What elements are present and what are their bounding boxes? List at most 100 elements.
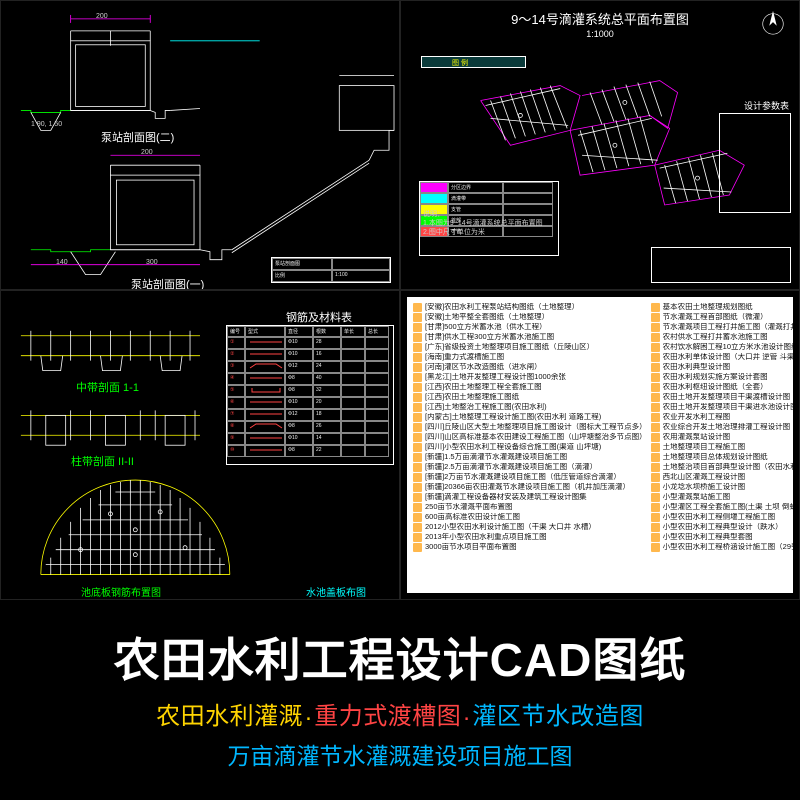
folder-item[interactable]: [新疆]2万亩节水灌溉建设项目施工图（低压管道综合滴灌）: [413, 473, 647, 482]
folder-icon: [413, 303, 422, 312]
subtitle-1: 农田水利灌溉. 重力式渡槽图. 灌区节水改造图: [156, 696, 644, 731]
folder-item[interactable]: 农业开发水利工程图: [651, 413, 793, 422]
folder-item[interactable]: [江西]土地整治工程施工图(农田水利): [413, 403, 647, 412]
folder-icon: [651, 513, 660, 522]
folder-item[interactable]: [甘肃]供水工程300立方米蓄水池施工图: [413, 333, 647, 342]
folder-label: 农业开发水利工程图: [663, 413, 731, 422]
folder-item[interactable]: 2012小型农田水利设计施工图（干渠 大口井 水槽）: [413, 523, 647, 532]
folder-item[interactable]: 农田水利单体设计图（大口井 逆管 斗渠 ）: [651, 353, 793, 362]
dim-label: 300: [146, 259, 158, 266]
folder-item[interactable]: 农田土地开发整理项目干渠渡槽设计图: [651, 393, 793, 402]
dim-label: 200: [141, 149, 153, 156]
folder-icon: [413, 353, 422, 362]
cad-panel-irrigation-plan: 9～14号滴灌系统总平面布置图 1:1000: [400, 0, 800, 290]
folder-label: 农田水利规划实施方案设计套图: [663, 373, 768, 382]
folder-label: [河南]灌区节水改造图纸（进水闸）: [425, 363, 542, 372]
folder-item[interactable]: [新疆]滴灌工程设备器材安装及建筑工程设计图集: [413, 493, 647, 502]
folder-item[interactable]: 2013年小型农田水利重点项目施工图: [413, 533, 647, 542]
folder-item[interactable]: 节水灌溉工程首部图纸（微灌）: [651, 313, 793, 322]
folder-item[interactable]: 农村供水工程打井蓄水池施工图: [651, 333, 793, 342]
main-title: 农田水利工程设计CAD图纸: [114, 624, 687, 690]
folder-item[interactable]: [新疆]20366亩农田灌溉节水建设项目施工图（机井加压滴灌）: [413, 483, 647, 492]
folder-icon: [413, 483, 422, 492]
folder-label: [江西]土地整治工程施工图(农田水利): [425, 403, 547, 412]
folder-item[interactable]: [新疆]1.5万亩滴灌节水灌溉建设项目施工图: [413, 453, 647, 462]
folder-label: 农田水利枢纽设计图纸（全套）: [663, 383, 768, 392]
folder-item[interactable]: [甘肃]500立方米蓄水池（供水工程）: [413, 323, 647, 332]
folder-label: 土地整治项目首部典型设计图（农田水利 生产道）: [663, 463, 793, 472]
folder-item[interactable]: 农田土地开发整理项目干渠进水池设计图: [651, 403, 793, 412]
folder-label: 农田土地开发整理项目干渠渡槽设计图: [663, 393, 791, 402]
folder-label: [海南]重力式渡槽施工图: [425, 353, 504, 362]
folder-label: [黑龙江]土地开发整理工程设计图1000余张: [425, 373, 566, 382]
folder-icon: [413, 393, 422, 402]
folder-icon: [651, 453, 660, 462]
folder-item[interactable]: 土地整治项目首部典型设计图（农田水利 生产道）: [651, 463, 793, 472]
folder-item[interactable]: [四川]山区高标准基本农田建设工程施工图（山坪塘整治多节点图）: [413, 433, 647, 442]
folder-icon: [413, 473, 422, 482]
folder-item[interactable]: 农田水利枢纽设计图纸（全套）: [651, 383, 793, 392]
folder-icon: [651, 353, 660, 362]
folder-item[interactable]: [海南]重力式渡槽施工图: [413, 353, 647, 362]
folder-item[interactable]: 小型农田水利工程典型套图: [651, 533, 793, 542]
folder-icon: [413, 323, 422, 332]
folder-item[interactable]: 农用灌溉泵站设计图: [651, 433, 793, 442]
folder-item[interactable]: 土地整理项目工程施工图: [651, 443, 793, 452]
folder-icon: [651, 543, 660, 552]
folder-item[interactable]: 小型灌区工程全套施工图(土渠 土坝 倒虹吸): [651, 503, 793, 512]
folder-item[interactable]: 基本农田土地整理规划图纸: [651, 303, 793, 312]
folder-item[interactable]: [安徽]土地平整全套图纸（土地整理）: [413, 313, 647, 322]
folder-item[interactable]: [安徽]农田水利工程泵站结构图纸（土地整理）: [413, 303, 647, 312]
folder-label: 2012小型农田水利设计施工图（干渠 大口井 水槽）: [425, 523, 596, 532]
folder-label: 农田水利典型设计图: [663, 363, 731, 372]
folder-icon: [413, 363, 422, 372]
folder-item[interactable]: 小型农田水利工程桥涵设计施工图（29张）: [651, 543, 793, 552]
folder-item[interactable]: 农村饮水解困工程10立方米水池设计图纸: [651, 343, 793, 352]
folder-item[interactable]: 小龙埝水坝桥施工设计图: [651, 483, 793, 492]
param-table-title: 设计参数表: [744, 99, 789, 112]
file-list: [安徽]农田水利工程泵站结构图纸（土地整理）[安徽]土地平整全套图纸（土地整理）…: [407, 297, 793, 593]
folder-label: [内蒙古]土地整理工程设计施工图(农田水利 道路工程): [425, 413, 601, 422]
folder-item[interactable]: 小型农田水利工程典型设计（跌水）: [651, 523, 793, 532]
folder-icon: [651, 343, 660, 352]
folder-label: [安徽]农田水利工程泵站结构图纸（土地整理）: [425, 303, 579, 312]
folder-item[interactable]: [内蒙古]土地整理工程设计施工图(农田水利 道路工程): [413, 413, 647, 422]
folder-item[interactable]: 农田水利规划实施方案设计套图: [651, 373, 793, 382]
folder-label: [安徽]土地平整全套图纸（土地整理）: [425, 313, 549, 322]
folder-label: [甘肃]供水工程300立方米蓄水池施工图: [425, 333, 554, 342]
folder-item[interactable]: 西北山区灌溉工程设计图: [651, 473, 793, 482]
folder-item[interactable]: 农业综合开发土地治理排灌工程设计图: [651, 423, 793, 432]
folder-item[interactable]: 土地整理项目总体规划设计图纸: [651, 453, 793, 462]
subtitle-2: 万亩滴灌节水灌溉建设项目施工图: [228, 737, 573, 771]
folder-item[interactable]: 小型灌溉泵站施工图: [651, 493, 793, 502]
folder-icon: [413, 443, 422, 452]
folder-label: [新疆]2.5万亩滴灌节水灌溉建设项目施工图（滴灌）: [425, 463, 597, 472]
folder-item[interactable]: [江西]农田土地整理施工图纸: [413, 393, 647, 402]
folder-item[interactable]: 3000亩节水项目平面布置图: [413, 543, 647, 552]
folder-item[interactable]: [江西]农田土地整理工程全套施工图: [413, 383, 647, 392]
folder-icon: [413, 423, 422, 432]
folder-item[interactable]: 节水灌溉项目工程打井施工图（灌溉打井微灌）: [651, 323, 793, 332]
folder-icon: [413, 513, 422, 522]
folder-label: [江西]农田土地整理工程全套施工图: [425, 383, 542, 392]
file-column-left: [安徽]农田水利工程泵站结构图纸（土地整理）[安徽]土地平整全套图纸（土地整理）…: [413, 303, 647, 587]
folder-icon: [413, 503, 422, 512]
folder-item[interactable]: 250亩节水灌溉平面布置图: [413, 503, 647, 512]
folder-icon: [651, 313, 660, 322]
folder-item[interactable]: [广东]省级投资土地整理项目施工图纸（丘陵山区）: [413, 343, 647, 352]
section-1-1-label: 中带剖面 1-1: [76, 379, 139, 395]
file-list-panel: [安徽]农田水利工程泵站结构图纸（土地整理）[安徽]土地平整全套图纸（土地整理）…: [400, 290, 800, 600]
section-label-2: 泵站剖面图(二): [101, 129, 174, 145]
folder-label: [新疆]20366亩农田灌溉节水建设项目施工图（机井加压滴灌）: [425, 483, 630, 492]
folder-item[interactable]: 农田水利典型设计图: [651, 363, 793, 372]
folder-item[interactable]: [黑龙江]土地开发整理工程设计图1000余张: [413, 373, 647, 382]
folder-item[interactable]: 小型农田水利工程侧堰工程施工图: [651, 513, 793, 522]
folder-item[interactable]: [新疆]2.5万亩滴灌节水灌溉建设项目施工图（滴灌）: [413, 463, 647, 472]
folder-item[interactable]: [四川]丘陵山区大型土地整理项目施工图设计（图标大工程节点多）: [413, 423, 647, 432]
folder-label: 小型灌溉泵站施工图: [663, 493, 731, 502]
folder-item[interactable]: [四川]小型农田水利工程设备综合施工图(渠道 山坪塘): [413, 443, 647, 452]
folder-icon: [651, 333, 660, 342]
folder-item[interactable]: [河南]灌区节水改造图纸（进水闸）: [413, 363, 647, 372]
folder-item[interactable]: 600亩高标准农田设计施工图: [413, 513, 647, 522]
folder-icon: [651, 503, 660, 512]
